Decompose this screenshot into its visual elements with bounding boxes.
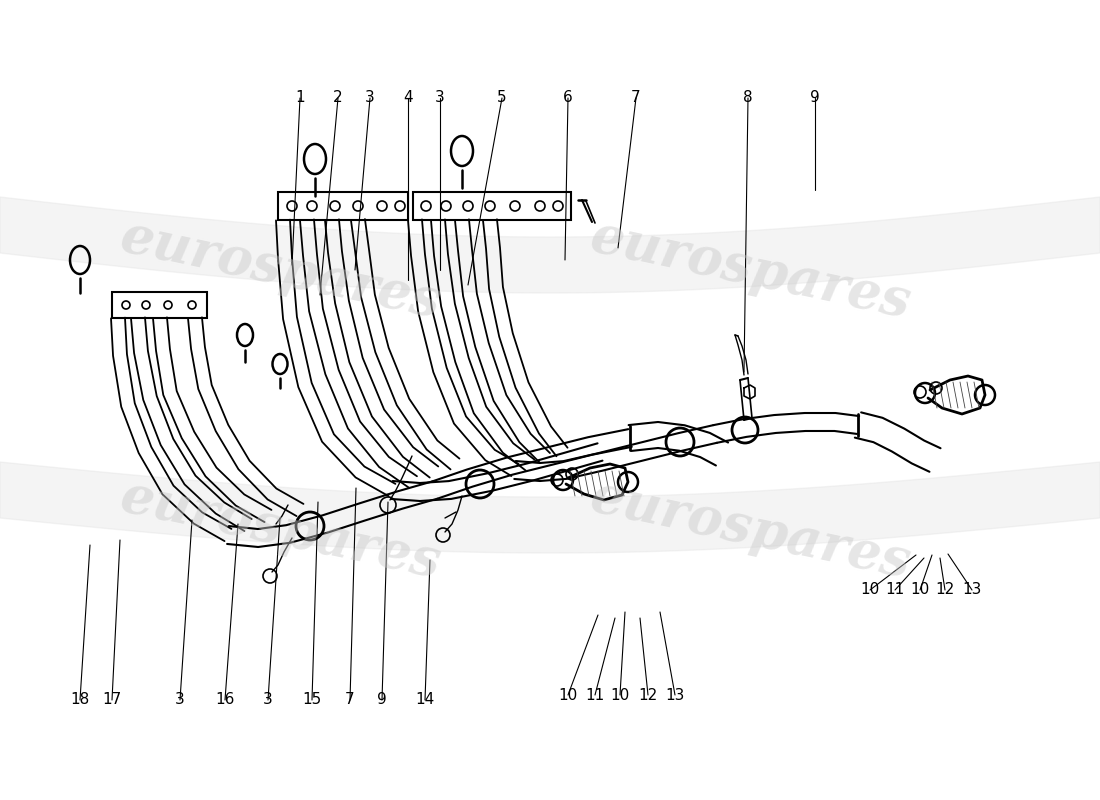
Text: 5: 5: [497, 90, 507, 106]
Text: eurospares: eurospares: [585, 211, 915, 329]
Text: 1: 1: [295, 90, 305, 106]
Text: 10: 10: [610, 687, 629, 702]
Bar: [278, 192, 408, 220]
Text: 10: 10: [559, 687, 578, 702]
Text: 10: 10: [911, 582, 930, 598]
Text: 3: 3: [365, 90, 375, 106]
Bar: [112, 292, 207, 318]
Text: 7: 7: [631, 90, 641, 106]
Text: 3: 3: [436, 90, 444, 106]
Text: 8: 8: [744, 90, 752, 106]
Text: 16: 16: [216, 693, 234, 707]
Text: 12: 12: [935, 582, 955, 598]
Text: 13: 13: [666, 687, 684, 702]
Text: 13: 13: [962, 582, 981, 598]
Text: eurospares: eurospares: [116, 211, 446, 329]
Text: 10: 10: [860, 582, 880, 598]
Text: 11: 11: [886, 582, 904, 598]
Text: eurospares: eurospares: [585, 471, 915, 589]
Text: 6: 6: [563, 90, 573, 106]
Text: 3: 3: [175, 693, 185, 707]
Text: 4: 4: [404, 90, 412, 106]
Text: 3: 3: [263, 693, 273, 707]
Text: 14: 14: [416, 693, 434, 707]
Text: 11: 11: [585, 687, 605, 702]
Text: eurospares: eurospares: [116, 471, 446, 589]
Text: 18: 18: [70, 693, 89, 707]
Text: 7: 7: [345, 693, 355, 707]
Text: 17: 17: [102, 693, 122, 707]
Text: 9: 9: [377, 693, 387, 707]
Text: 12: 12: [638, 687, 658, 702]
Text: 9: 9: [810, 90, 820, 106]
Text: 15: 15: [302, 693, 321, 707]
Bar: [412, 192, 571, 220]
Text: 2: 2: [333, 90, 343, 106]
